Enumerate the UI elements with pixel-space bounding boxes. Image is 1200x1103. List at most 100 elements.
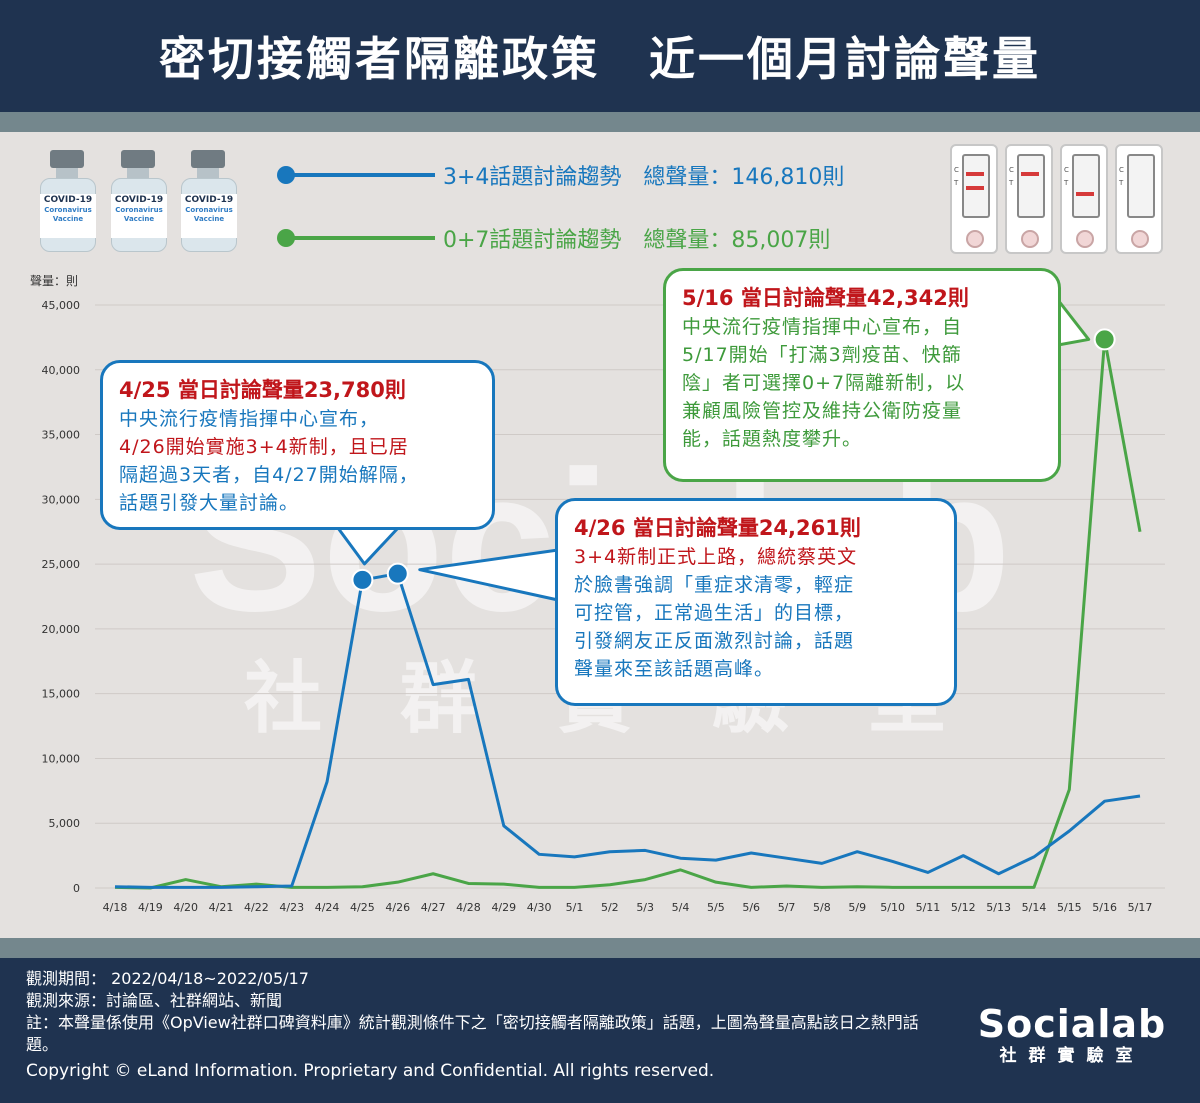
vial-line1: Coronavirus xyxy=(44,206,92,214)
x-tick-label: 4/20 xyxy=(173,901,198,914)
x-tick-label: 4/28 xyxy=(456,901,481,914)
legend-dot-blue xyxy=(277,166,295,184)
top-band xyxy=(0,112,1200,132)
vaccine-vial-icon: COVID-19 Coronavirus Vaccine xyxy=(107,150,169,252)
pointer-4-25 xyxy=(338,528,398,564)
callout-body: 中央流行疫情指揮中心宣布， 4/26開始實施3+4新制，且已居 隔超過3天者，自… xyxy=(119,405,476,517)
highlight-marker xyxy=(351,568,374,591)
callout-line: 中央流行疫情指揮中心宣布，自 xyxy=(682,316,963,338)
x-tick-label: 5/9 xyxy=(848,901,866,914)
x-tick-label: 4/21 xyxy=(209,901,234,914)
callout-line: 3+4新制正式上路，總統蔡英文 xyxy=(574,546,858,568)
y-tick-label: 20,000 xyxy=(42,623,81,636)
x-tick-label: 4/19 xyxy=(138,901,163,914)
vaccine-vial-icon: COVID-19 Coronavirus Vaccine xyxy=(177,150,239,252)
legend-label-3plus4: 3+4話題討論趨勢 總聲量：146,810則 xyxy=(443,165,845,190)
footer: 觀測期間： 2022/04/18~2022/05/17 觀測來源：討論區、社群網… xyxy=(0,958,1200,1103)
callout-line: 可控管，正常過生活」的目標， xyxy=(574,602,855,624)
footer-note: 註：本聲量係使用《OpView社群口碑資料庫》統計觀測條件下之「密切接觸者隔離政… xyxy=(26,1013,919,1054)
x-tick-label: 4/24 xyxy=(315,901,340,914)
vial-title: COVID-19 xyxy=(184,195,234,205)
vial-line2: Vaccine xyxy=(52,215,84,223)
footer-copyright: Copyright © eLand Information. Proprieta… xyxy=(26,1061,715,1081)
highlight-marker xyxy=(1093,328,1116,351)
x-tick-label: 4/23 xyxy=(279,901,304,914)
callout-line: 中央流行疫情指揮中心宣布， xyxy=(119,408,380,430)
x-tick-label: 5/16 xyxy=(1092,901,1117,914)
vaccine-vial-icon: COVID-19 Coronavirus Vaccine xyxy=(36,150,98,252)
vial-line2: Vaccine xyxy=(123,215,155,223)
callout-line: 於臉書強調「重症求清零，輕症 xyxy=(574,574,855,596)
kit-t-label: T xyxy=(1009,179,1014,187)
brand-logo: Socialab 社群實驗室 xyxy=(962,1002,1182,1066)
y-tick-label: 15,000 xyxy=(42,688,81,701)
series xyxy=(114,337,1142,890)
callout-4-26: 4/26 當日討論聲量24,261則 3+4新制正式上路，總統蔡英文 於臉書強調… xyxy=(555,498,957,706)
y-tick-label: 5,000 xyxy=(49,817,81,830)
y-tick-label: 40,000 xyxy=(42,364,81,377)
x-tick-label: 5/12 xyxy=(951,901,976,914)
callout-pointers xyxy=(336,299,1091,602)
footer-source: 觀測來源：討論區、社群網站、新聞 xyxy=(26,991,283,1010)
page-title: 密切接觸者隔離政策 近一個月討論聲量 xyxy=(159,32,1041,86)
x-tick-label: 4/18 xyxy=(103,901,128,914)
legend-line-blue xyxy=(277,166,435,184)
callout-line: 兼顧風險管控及維持公衛防疫量 xyxy=(682,400,963,422)
vial-line1: Coronavirus xyxy=(115,206,163,214)
vial-line2: Vaccine xyxy=(193,215,225,223)
x-tick-label: 5/8 xyxy=(813,901,831,914)
callout-line: 引發網友正反面激烈討論，話題 xyxy=(574,630,855,652)
y-tick-label: 30,000 xyxy=(42,493,81,506)
brand-subtitle: 社群實驗室 xyxy=(999,1046,1145,1066)
callout-5-16: 5/16 當日討論聲量42,342則 中央流行疫情指揮中心宣布，自 5/17開始… xyxy=(663,268,1061,482)
x-tick-label: 4/29 xyxy=(491,901,516,914)
x-tick-label: 5/2 xyxy=(601,901,619,914)
callout-title: 4/26 當日討論聲量24,261則 xyxy=(574,516,861,540)
x-tick-label: 5/1 xyxy=(566,901,584,914)
series-line-0 xyxy=(114,572,1141,889)
y-tick-label: 25,000 xyxy=(42,558,81,571)
vial-title: COVID-19 xyxy=(114,195,164,205)
legend-item-0plus7: 0+7話題討論趨勢 總聲量：85,007則 xyxy=(277,223,830,253)
x-tick-label: 5/6 xyxy=(742,901,760,914)
legend-dot-green xyxy=(277,229,295,247)
x-tick-label: 5/15 xyxy=(1057,901,1082,914)
vial-line1: Coronavirus xyxy=(185,206,233,214)
bottom-band xyxy=(0,938,1200,958)
callout-line: 陰」者可選擇0+7隔離新制，以 xyxy=(682,372,966,394)
kit-c-label: C xyxy=(1064,166,1069,174)
callout-body: 3+4新制正式上路，總統蔡英文 於臉書強調「重症求清零，輕症 可控管，正常過生活… xyxy=(574,543,938,683)
y-axis-label: 聲量：則 xyxy=(30,273,78,288)
y-tick-label: 10,000 xyxy=(42,752,81,765)
x-tick-label: 4/25 xyxy=(350,901,375,914)
x-tick-label: 4/30 xyxy=(527,901,552,914)
vial-title: COVID-19 xyxy=(43,195,93,205)
kit-c-label: C xyxy=(1009,166,1014,174)
pointer-4-26-outline xyxy=(418,548,559,602)
x-tick-label: 5/7 xyxy=(778,901,796,914)
highlight-markers xyxy=(351,328,1116,591)
callout-line: 聲量來至該話題高峰。 xyxy=(574,658,775,680)
pointer-4-25-outline xyxy=(336,526,400,566)
kit-c-label: C xyxy=(1119,166,1124,174)
callout-line: 5/17開始「打滿3劑疫苗、快篩 xyxy=(682,344,962,366)
y-tick-label: 45,000 xyxy=(42,299,81,312)
callout-line: 4/26開始實施3+4新制，且已居 xyxy=(119,436,409,458)
callout-body: 中央流行疫情指揮中心宣布，自 5/17開始「打滿3劑疫苗、快篩 陰」者可選擇0+… xyxy=(682,313,1042,453)
callout-line: 能，話題熱度攀升。 xyxy=(682,428,863,450)
callout-title: 5/16 當日討論聲量42,342則 xyxy=(682,286,969,310)
kit-c-label: C xyxy=(954,166,959,174)
callout-title: 4/25 當日討論聲量23,780則 xyxy=(119,378,406,402)
highlight-marker xyxy=(386,562,409,585)
brand-name: Socialab xyxy=(977,1002,1167,1046)
header: 密切接觸者隔離政策 近一個月討論聲量 xyxy=(0,0,1200,112)
x-tick-label: 4/22 xyxy=(244,901,269,914)
callout-4-25: 4/25 當日討論聲量23,780則 中央流行疫情指揮中心宣布， 4/26開始實… xyxy=(100,360,495,530)
x-tick-label: 5/14 xyxy=(1022,901,1047,914)
kit-t-label: T xyxy=(1064,179,1069,187)
legend-line-green xyxy=(277,229,435,247)
